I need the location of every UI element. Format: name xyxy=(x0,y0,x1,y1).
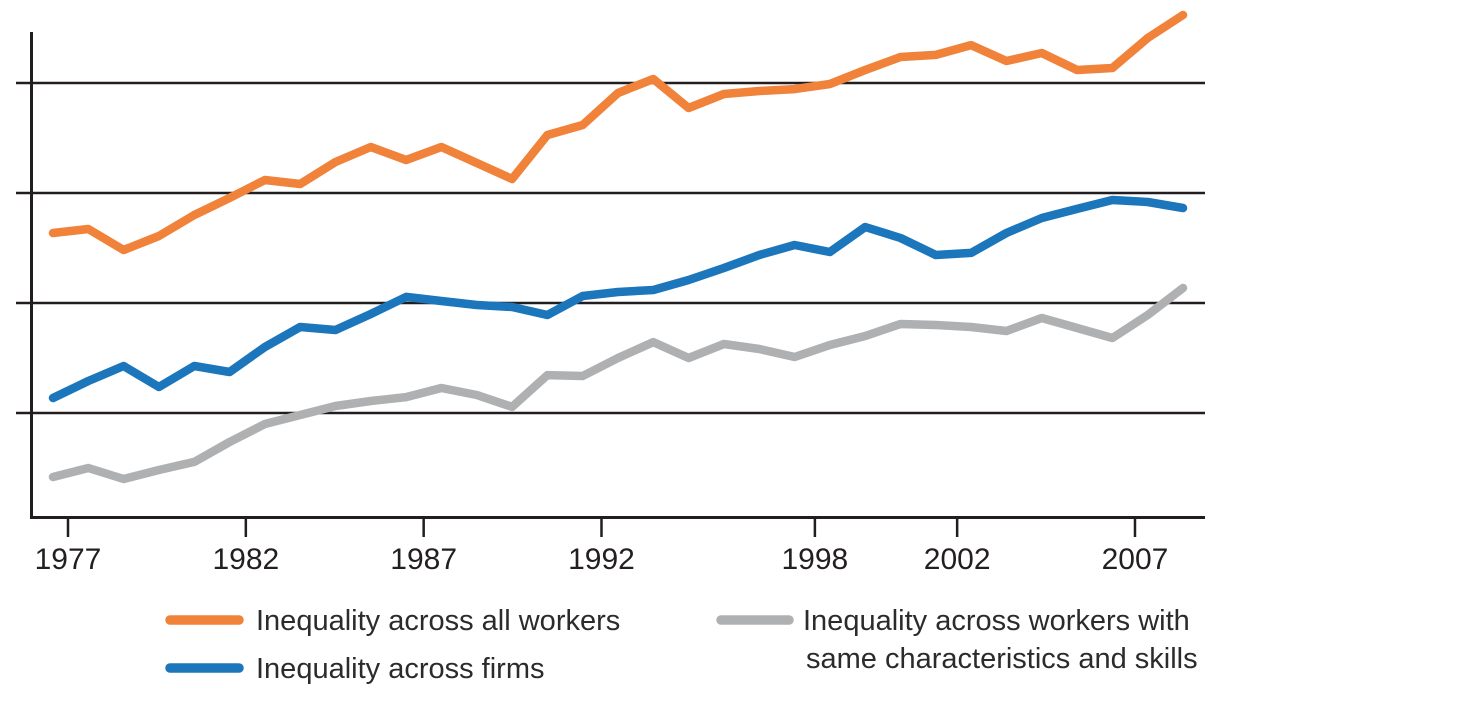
series-line-all_workers xyxy=(48,10,1188,255)
legend-item-same_skills: Inequality across workers with same chara… xyxy=(716,605,1198,675)
series-line-same_skills xyxy=(48,283,1188,484)
x-tick-label-1987: 1987 xyxy=(390,543,457,576)
axes xyxy=(30,32,1205,519)
gridlines xyxy=(16,81,1205,415)
x-tick-label-1977: 1977 xyxy=(35,543,102,576)
legend: Inequality across all workers Inequality … xyxy=(165,605,1198,685)
x-tick-label-1998: 1998 xyxy=(782,543,849,576)
legend-label-same_skills-line2: same characteristics and skills xyxy=(806,643,1198,675)
x-tick-label-1992: 1992 xyxy=(568,543,635,576)
x-tick-label-2007: 2007 xyxy=(1102,543,1169,576)
legend-label-all_workers-line1: Inequality across all workers xyxy=(256,605,620,637)
x-tick-label-1982: 1982 xyxy=(212,543,279,576)
legend-label-same_skills-line1: Inequality across workers with xyxy=(803,605,1190,637)
legend-item-firms: Inequality across firms xyxy=(165,653,545,685)
x-axis-ticks: 1977 1982 1987 1992 1998 2002 2007 xyxy=(35,519,1169,576)
legend-label-firms-line1: Inequality across firms xyxy=(256,653,545,685)
legend-item-all_workers: Inequality across all workers xyxy=(165,605,620,637)
x-tick-label-2002: 2002 xyxy=(924,543,991,576)
series-lines xyxy=(48,10,1188,484)
series-line-firms xyxy=(48,195,1188,403)
